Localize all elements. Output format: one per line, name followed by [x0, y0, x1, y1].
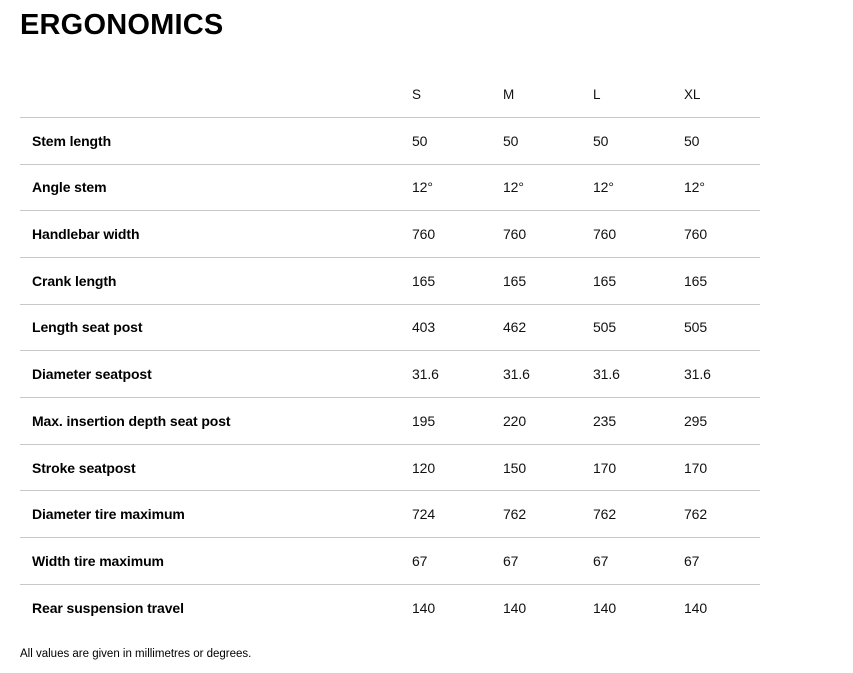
- size-value-cell: 50: [593, 132, 609, 149]
- size-value-cell: 462: [503, 319, 527, 336]
- table-row: Width tire maximum 67 67 67 67: [20, 538, 760, 585]
- column-header-l: L: [593, 87, 601, 103]
- table-row: Stroke seatpost 120 150 170 170: [20, 445, 760, 492]
- table-row: Diameter tire maximum 724 762 762 762: [20, 491, 760, 539]
- size-value-cell: 120: [412, 459, 436, 476]
- size-value-cell: 150: [503, 459, 527, 476]
- table-row: Handlebar width 760 760 760 760: [20, 211, 760, 258]
- row-label: Handlebar width: [32, 226, 140, 243]
- size-value-cell: 762: [593, 506, 617, 523]
- row-label: Length seat post: [32, 319, 143, 336]
- size-value-cell: 165: [593, 272, 617, 289]
- size-value-cell: 140: [412, 600, 436, 617]
- row-label: Diameter seatpost: [32, 366, 152, 383]
- table-row: Angle stem 12° 12° 12° 12°: [20, 165, 760, 212]
- size-value-cell: 31.6: [412, 366, 439, 383]
- size-value-cell: 31.6: [593, 366, 620, 383]
- row-label: Width tire maximum: [32, 552, 164, 569]
- size-value-cell: 67: [412, 552, 428, 569]
- size-value-cell: 195: [412, 412, 436, 429]
- size-value-cell: 724: [412, 506, 436, 523]
- table-row: Stem length 50 50 50 50: [20, 118, 760, 165]
- size-value-cell: 67: [593, 552, 609, 569]
- ergonomics-table: S M L XL Stem length 50 50 50 50 Angle stem 12…: [20, 73, 760, 632]
- size-value-cell: 12°: [412, 179, 433, 196]
- size-value-cell: 165: [684, 272, 708, 289]
- size-value-cell: 165: [412, 272, 436, 289]
- size-value-cell: 50: [684, 132, 700, 149]
- units-footnote: All values are given in millimetres or d…: [20, 648, 252, 661]
- size-value-cell: 760: [684, 226, 708, 243]
- row-label: Max. insertion depth seat post: [32, 412, 231, 429]
- size-value-cell: 762: [684, 506, 708, 523]
- size-value-cell: 235: [593, 412, 617, 429]
- size-value-cell: 170: [684, 459, 708, 476]
- row-label: Rear suspension travel: [32, 600, 184, 617]
- size-value-cell: 505: [593, 319, 617, 336]
- page-title: ERGONOMICS: [20, 9, 224, 41]
- column-header-xl: XL: [684, 87, 701, 103]
- row-label: Stem length: [32, 132, 112, 149]
- size-value-cell: 67: [503, 552, 519, 569]
- size-value-cell: 12°: [503, 179, 524, 196]
- size-value-cell: 140: [593, 600, 617, 617]
- size-value-cell: 760: [412, 226, 436, 243]
- table-row: Max. insertion depth seat post 195 220 235…: [20, 398, 760, 445]
- size-value-cell: 760: [593, 226, 617, 243]
- size-value-cell: 31.6: [503, 366, 530, 383]
- table-row: Diameter seatpost 31.6 31.6 31.6 31.6: [20, 351, 760, 399]
- size-value-cell: 170: [593, 459, 617, 476]
- size-value-cell: 50: [503, 132, 519, 149]
- row-label: Stroke seatpost: [32, 459, 136, 476]
- column-header-s: S: [412, 87, 421, 103]
- size-value-cell: 50: [412, 132, 428, 149]
- size-value-cell: 403: [412, 319, 436, 336]
- size-value-cell: 140: [684, 600, 708, 617]
- size-value-cell: 12°: [684, 179, 705, 196]
- size-value-cell: 760: [503, 226, 527, 243]
- size-value-cell: 140: [503, 600, 527, 617]
- column-header-m: M: [503, 87, 515, 103]
- size-value-cell: 12°: [593, 179, 614, 196]
- row-label: Angle stem: [32, 179, 107, 196]
- table-header-row: S M L XL: [20, 73, 760, 118]
- table-row: Crank length 165 165 165 165: [20, 258, 760, 305]
- size-value-cell: 67: [684, 552, 700, 569]
- size-value-cell: 505: [684, 319, 708, 336]
- row-label: Diameter tire maximum: [32, 506, 185, 523]
- row-label: Crank length: [32, 272, 117, 289]
- size-value-cell: 31.6: [684, 366, 711, 383]
- size-value-cell: 295: [684, 412, 708, 429]
- table-row: Length seat post 403 462 505 505: [20, 305, 760, 352]
- size-value-cell: 165: [503, 272, 527, 289]
- table-row: Rear suspension travel 140 140 140 140: [20, 585, 760, 632]
- size-value-cell: 220: [503, 412, 527, 429]
- size-value-cell: 762: [503, 506, 527, 523]
